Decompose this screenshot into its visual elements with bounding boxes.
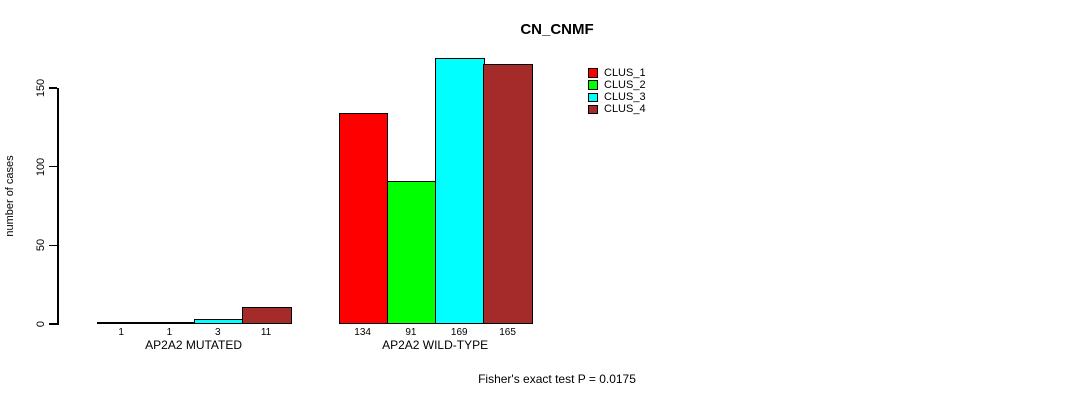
y-tick-label: 50 (35, 239, 47, 252)
legend-item-label: CLUS_1 (604, 66, 646, 79)
y-axis-line (57, 88, 59, 325)
legend-item-label: CLUS_4 (604, 103, 646, 116)
y-tick-label: 0 (35, 320, 47, 328)
bar-value-label: 11 (260, 327, 272, 338)
y-axis-tick (49, 87, 57, 89)
y-axis-label: number of cases (4, 155, 16, 237)
y-tick-label: 100 (35, 157, 47, 176)
bar-value-label: 165 (499, 327, 516, 338)
legend-item-label: CLUS_2 (604, 78, 646, 91)
bar-clus-3-ap2a2-wild-type (435, 58, 485, 324)
legend-color-swatch-clus-4 (588, 104, 598, 115)
legend-item-label: CLUS_3 (604, 91, 646, 104)
group-label: AP2A2 WILD-TYPE (382, 338, 489, 352)
y-axis-tick (49, 165, 57, 168)
y-axis-tick (49, 323, 57, 325)
legend-color-swatch-clus-3 (588, 92, 598, 103)
bar-value-label: 1 (166, 327, 173, 338)
bar-clus-4-ap2a2-mutated (241, 306, 292, 324)
bar-value-label: 91 (405, 327, 417, 338)
bar-value-label: 169 (450, 327, 468, 338)
y-axis-tick (49, 244, 57, 247)
bar-clus-1-ap2a2-wild-type (338, 113, 389, 324)
bar-value-label: 134 (354, 327, 371, 338)
bar-value-label: 3 (214, 327, 221, 338)
bar-value-label: 1 (118, 327, 124, 338)
bar-clus-1-ap2a2-mutated (97, 322, 147, 325)
group-label: AP2A2 MUTATED (145, 338, 243, 352)
bar-clus-4-ap2a2-wild-type (483, 64, 534, 324)
legend-color-swatch-clus-2 (588, 80, 598, 90)
legend-color-swatch-clus-1 (588, 68, 598, 78)
fisher-test-annotation: Fisher's exact test P = 0.0175 (478, 372, 636, 386)
y-tick-label: 150 (35, 78, 47, 98)
bar-clus-3-ap2a2-mutated (193, 319, 244, 324)
chart-title: CN_CNMF (520, 21, 594, 38)
bar-clus-2-ap2a2-wild-type (386, 180, 437, 324)
bar-clus-2-ap2a2-mutated (145, 322, 196, 325)
